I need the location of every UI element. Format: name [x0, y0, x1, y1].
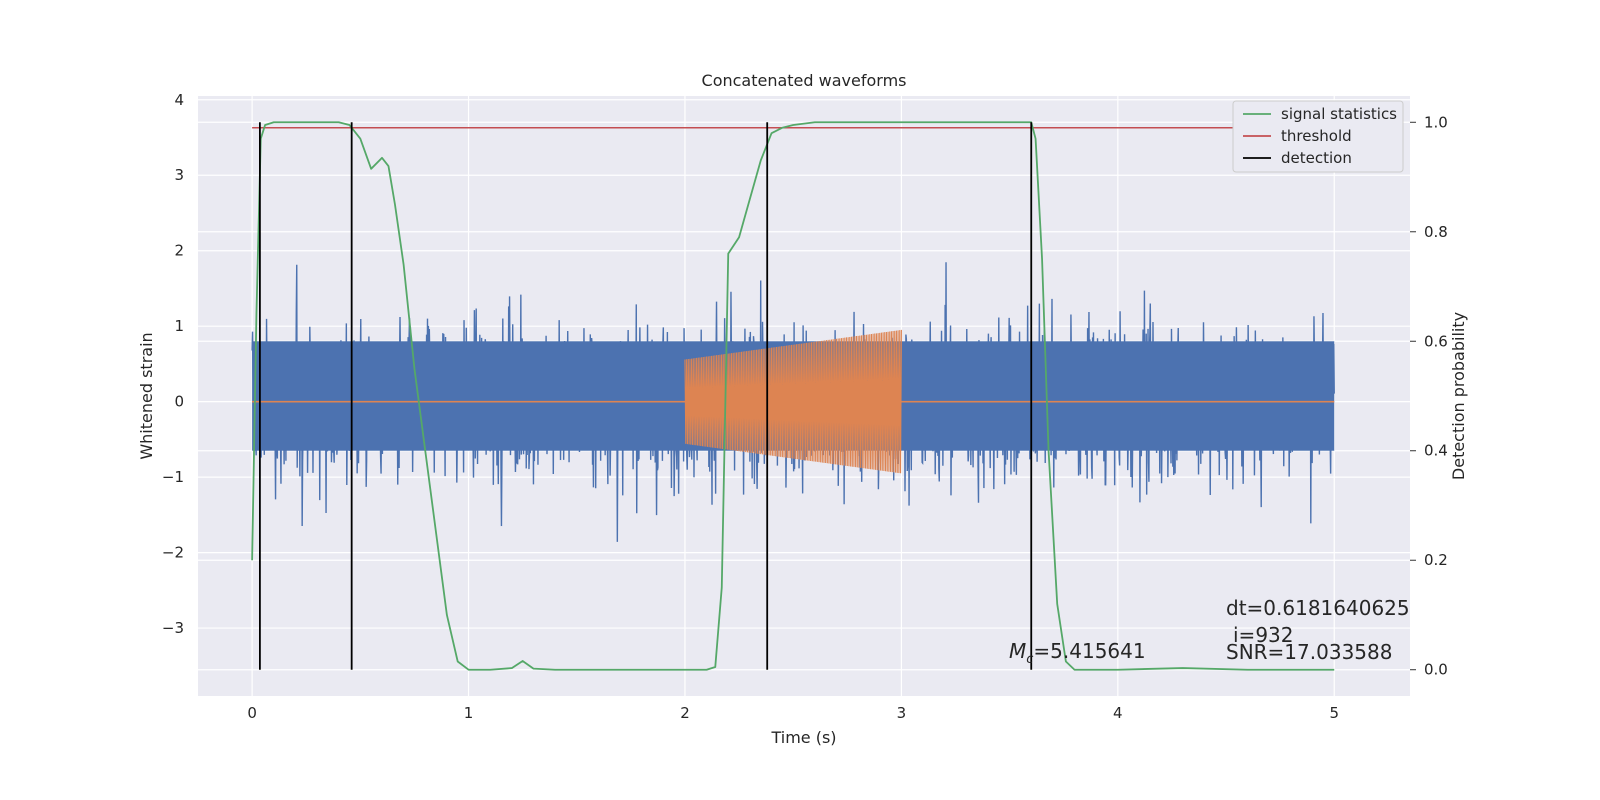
- y-tick-label: 3: [174, 166, 184, 184]
- x-tick-label: 2: [680, 704, 690, 722]
- y2-tick-label: 0.8: [1424, 223, 1448, 241]
- ticks: 0 1 2 3 4 5 −3 −2 −1 0 1 2 3 4 0.0 0.2 0.4 0.6 0.8 1.0: [162, 91, 1448, 722]
- legend: signal statistics threshold detection: [1232, 100, 1404, 173]
- legend-label-signal-statistics: signal statistics: [1281, 105, 1397, 123]
- signal-statistics-line: [251, 121, 1335, 671]
- annotation-mc-value: =5.415641: [1033, 639, 1145, 663]
- chart-title: Concatenated waveforms: [702, 71, 907, 90]
- y-tick-label: −3: [162, 619, 184, 637]
- annotation-mc-subscript: c: [1026, 652, 1033, 667]
- annotation-snr: SNR=17.033588: [1226, 640, 1392, 664]
- legend-label-threshold: threshold: [1281, 127, 1352, 145]
- y2-tick-label: 0.0: [1424, 661, 1448, 679]
- y-tick-label: 1: [174, 317, 184, 335]
- y-tick-label: 2: [174, 242, 184, 260]
- x-tick-label: 3: [897, 704, 907, 722]
- annotation-mc-base: M: [1009, 639, 1026, 663]
- y2-tick-label: 0.2: [1424, 551, 1448, 569]
- chirp-waveform-line: [684, 329, 902, 474]
- y2-axis-label: Detection probability: [1449, 312, 1468, 480]
- x-tick-label: 1: [464, 704, 474, 722]
- annotation-mc: Mc=5.415641: [1009, 639, 1146, 667]
- x-tick-label: 4: [1113, 704, 1123, 722]
- y2-tick-label: 1.0: [1424, 113, 1448, 131]
- x-tick-label: 5: [1329, 704, 1339, 722]
- data-layer: [251, 121, 1335, 671]
- y-tick-label: 0: [174, 393, 184, 411]
- y-axis-label: Whitened strain: [137, 332, 156, 459]
- x-axis-label: Time (s): [770, 728, 836, 747]
- y-tick-label: −2: [162, 544, 184, 562]
- legend-box: [1232, 100, 1404, 173]
- legend-label-detection: detection: [1281, 149, 1352, 167]
- annotation-i: i=932: [1233, 623, 1294, 647]
- y-tick-label: −1: [162, 468, 184, 486]
- y-tick-label: 4: [174, 91, 184, 109]
- y2-tick-label: 0.4: [1424, 442, 1448, 460]
- y2-tick-label: 0.6: [1424, 332, 1448, 350]
- x-tick-label: 0: [247, 704, 257, 722]
- annotation-dt: dt=0.6181640625: [1226, 596, 1410, 620]
